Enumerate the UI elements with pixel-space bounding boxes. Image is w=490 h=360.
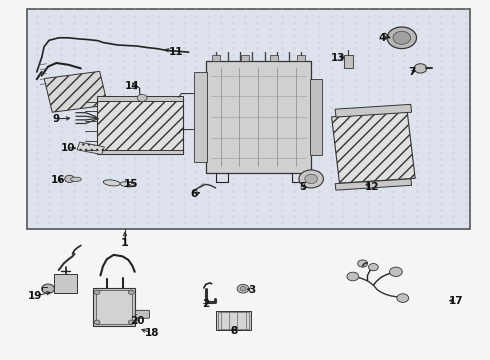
Bar — [335, 104, 412, 117]
Bar — [332, 112, 415, 183]
Text: 12: 12 — [365, 182, 380, 192]
Ellipse shape — [71, 177, 81, 181]
Circle shape — [387, 27, 416, 49]
Bar — [218, 312, 249, 329]
Bar — [97, 98, 182, 154]
Text: 18: 18 — [145, 328, 159, 338]
Text: 3: 3 — [249, 285, 256, 295]
Bar — [96, 290, 132, 324]
Text: 16: 16 — [50, 175, 65, 185]
Bar — [206, 61, 311, 173]
Circle shape — [240, 287, 246, 291]
Text: 4: 4 — [378, 33, 386, 43]
Bar — [93, 288, 135, 326]
Circle shape — [305, 174, 318, 184]
Bar — [241, 55, 249, 61]
Circle shape — [299, 170, 323, 188]
Circle shape — [390, 267, 402, 276]
Text: 2: 2 — [202, 299, 209, 309]
Circle shape — [414, 64, 427, 73]
Text: 15: 15 — [124, 179, 139, 189]
Text: 7: 7 — [408, 67, 416, 77]
Bar — [310, 79, 322, 155]
Circle shape — [94, 290, 100, 294]
Bar — [97, 96, 182, 101]
Text: 6: 6 — [190, 189, 197, 199]
Bar — [335, 179, 412, 190]
Bar — [297, 55, 305, 61]
Circle shape — [347, 272, 359, 281]
Circle shape — [128, 320, 134, 324]
Circle shape — [358, 260, 368, 267]
Text: 9: 9 — [53, 114, 60, 124]
Ellipse shape — [103, 180, 120, 186]
Bar — [344, 55, 353, 68]
Circle shape — [237, 284, 249, 293]
Ellipse shape — [120, 182, 135, 187]
Text: 17: 17 — [448, 296, 463, 306]
Bar — [194, 72, 207, 162]
Bar — [0, 232, 490, 360]
Bar — [27, 9, 470, 229]
Circle shape — [368, 264, 378, 271]
Bar — [77, 142, 104, 154]
Text: 13: 13 — [331, 53, 345, 63]
Circle shape — [397, 294, 409, 302]
Text: 1: 1 — [121, 238, 129, 248]
FancyBboxPatch shape — [135, 310, 149, 318]
Circle shape — [65, 175, 74, 183]
Circle shape — [42, 284, 54, 293]
Text: 19: 19 — [28, 291, 43, 301]
Circle shape — [137, 94, 147, 102]
Bar — [44, 71, 108, 112]
Circle shape — [393, 31, 411, 44]
Bar — [212, 55, 220, 61]
Text: 5: 5 — [299, 182, 306, 192]
Bar — [270, 55, 278, 61]
Text: 11: 11 — [169, 47, 184, 57]
Text: 20: 20 — [130, 316, 145, 326]
Bar — [97, 150, 182, 154]
Text: 14: 14 — [125, 81, 140, 91]
Circle shape — [128, 290, 134, 294]
Bar — [216, 311, 251, 330]
Text: 10: 10 — [60, 143, 75, 153]
Text: 8: 8 — [231, 326, 238, 336]
Bar — [54, 274, 77, 293]
Circle shape — [94, 320, 100, 324]
